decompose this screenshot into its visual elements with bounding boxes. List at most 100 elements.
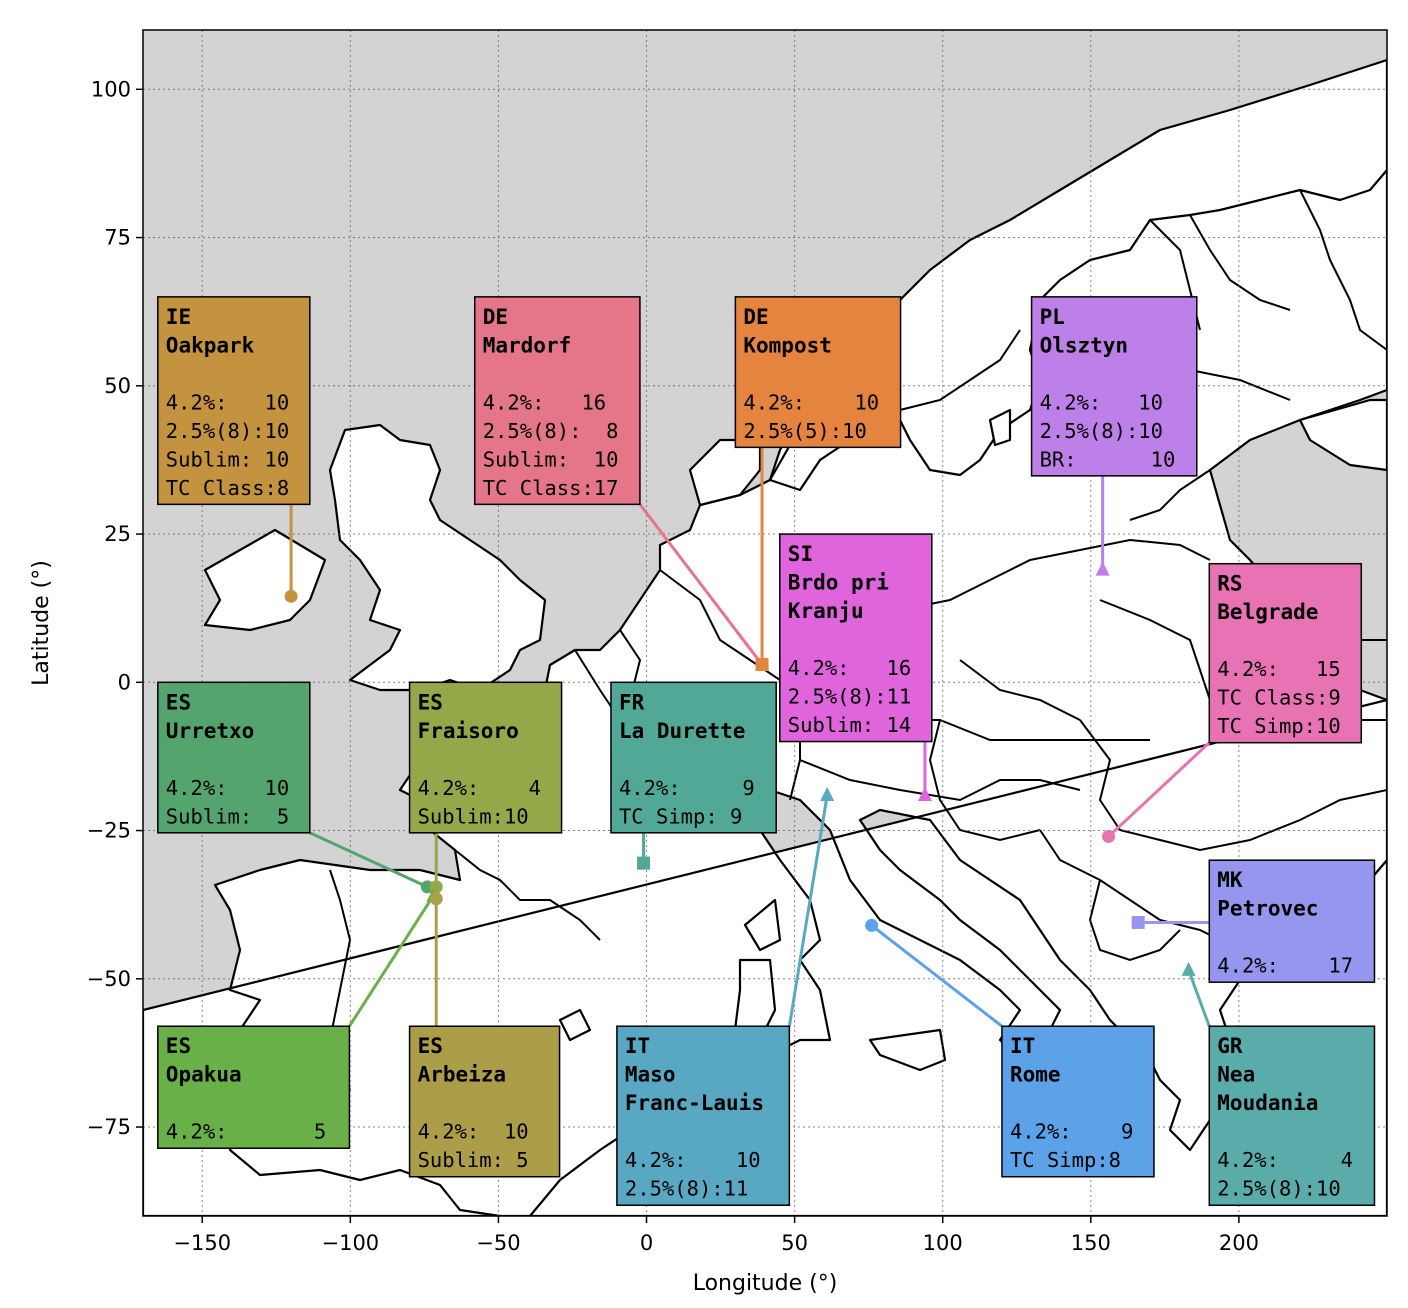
site-country: ES — [418, 690, 443, 714]
site-metric: 4.2%: 10 — [743, 390, 879, 414]
site-metric: Sublim: 5 — [418, 1148, 529, 1172]
x-tick-label: −50 — [476, 1231, 520, 1255]
y-tick-label: −75 — [87, 1115, 131, 1139]
y-axis-title: Latitude (°) — [29, 560, 54, 686]
site-leader-gr-nea-moudania — [1187, 969, 1211, 1027]
site-country: IT — [1010, 1034, 1035, 1058]
site-metric: TC Class:8 — [166, 476, 289, 500]
site-name: Kranju — [788, 599, 864, 623]
site-metric: 4.2%: 4 — [1217, 1148, 1353, 1172]
site-name: Nea — [1217, 1063, 1255, 1087]
site-metric: 4.2%: 10 — [1040, 390, 1163, 414]
site-metric: 2.5%(8):10 — [1040, 419, 1163, 443]
site-metric: TC Class:9 — [1217, 686, 1340, 710]
land-gotland — [988, 408, 1012, 447]
site-marker-rs-belgrade — [1102, 829, 1116, 843]
site-marker-es-arbeiza — [429, 892, 443, 906]
site-metric: 4.2%: 5 — [166, 1120, 326, 1144]
site-metric: TC Simp:8 — [1010, 1148, 1121, 1172]
site-label-si-brdo: SI Brdo pri Kranju 4.2%: 16 2.5%(8):11 Sublim… — [779, 533, 933, 743]
site-label-ie-oakpark: IE Oakpark 4.2%: 10 2.5%(8):10 Sublim: 10 TC … — [157, 296, 311, 506]
site-marker-mk-petrovec — [1131, 915, 1145, 929]
site-label-box — [157, 296, 311, 506]
x-tick-label: 50 — [781, 1231, 808, 1255]
site-country: GR — [1217, 1034, 1243, 1058]
land-ireland — [203, 528, 327, 632]
y-ticks: −75 −50 −25 0 25 50 75 100 — [87, 77, 143, 1139]
site-metric: 2.5%(8):10 — [1217, 1177, 1340, 1201]
x-tick-label: −100 — [321, 1231, 379, 1255]
site-name: Mardorf — [483, 333, 572, 357]
site-marker-ie-oakpark — [284, 589, 298, 603]
site-metric: 4.2%: 9 — [1010, 1120, 1133, 1144]
site-label-es-opakua: ES Opakua 4.2%: 5 — [157, 1025, 351, 1149]
site-label-box — [408, 1025, 561, 1178]
site-metric: TC Simp: 9 — [619, 804, 742, 828]
site-name: Franc-Lauis — [625, 1091, 764, 1115]
site-label-box — [1208, 1025, 1376, 1206]
site-leader-rs-belgrade — [1107, 741, 1211, 838]
site-label-es-urretxo: ES Urretxo 4.2%: 10 Sublim: 5 — [157, 681, 311, 834]
site-country: MK — [1217, 868, 1243, 892]
site-label-box — [157, 1025, 351, 1149]
site-country: FR — [619, 690, 645, 714]
site-name: Kompost — [743, 333, 832, 357]
site-metric: 4.2%: 16 — [788, 656, 911, 680]
site-name: Fraisoro — [418, 719, 519, 743]
land-great-britain — [328, 423, 547, 692]
site-name: Petrovec — [1217, 897, 1318, 921]
site-metric: 4.2%: 10 — [625, 1148, 761, 1172]
site-country: RS — [1217, 572, 1242, 596]
site-label-box — [610, 681, 777, 834]
site-metric: 2.5%(8):11 — [625, 1177, 748, 1201]
site-label-box — [1208, 562, 1363, 744]
site-name: Olsztyn — [1040, 333, 1129, 357]
site-metric: Sublim: 14 — [788, 713, 911, 737]
site-country: PL — [1040, 305, 1065, 329]
site-country: SI — [788, 542, 813, 566]
site-name: Oakpark — [166, 333, 255, 357]
site-label-mk-petrovec: MK Petrovec 4.2%: 17 — [1208, 859, 1376, 983]
land-sicily — [868, 1028, 947, 1072]
label-layer: IE Oakpark 4.2%: 10 2.5%(8):10 Sublim: 10 TC … — [157, 296, 1376, 1206]
x-tick-label: 0 — [640, 1231, 653, 1255]
site-country: ES — [166, 690, 191, 714]
site-marker-pl-olsztyn — [1095, 561, 1110, 576]
x-tick-label: −150 — [173, 1231, 231, 1255]
site-metric: 4.2%: 16 — [483, 390, 606, 414]
site-leader-es-urretxo — [309, 831, 428, 889]
site-name: Urretxo — [166, 719, 255, 743]
site-name: Arbeiza — [418, 1063, 507, 1087]
site-leader-it-maso — [787, 794, 829, 1027]
site-label-box — [734, 296, 902, 449]
site-label-pl-olsztyn: PL Olsztyn 4.2%: 10 2.5%(8):10 BR: 10 — [1030, 296, 1198, 477]
y-tick-label: 75 — [104, 226, 131, 250]
site-metric: 4.2%: 9 — [619, 776, 755, 800]
site-name: La Durette — [619, 719, 745, 743]
site-label-box — [408, 681, 563, 834]
y-tick-label: 50 — [104, 374, 131, 398]
site-label-box — [1208, 859, 1376, 983]
site-metric: 2.5%(8):10 — [166, 419, 289, 443]
site-country: IE — [166, 305, 191, 329]
site-label-rs-belgrade: RS Belgrade 4.2%: 15 TC Class:9 TC Simp:10 — [1208, 562, 1363, 744]
site-label-box — [1001, 1025, 1155, 1178]
site-name: Rome — [1010, 1063, 1061, 1087]
y-tick-label: −25 — [87, 819, 131, 843]
site-metric: 2.5%(5):10 — [743, 419, 866, 443]
y-tick-label: 100 — [91, 77, 131, 101]
site-label-box — [157, 681, 311, 834]
site-label-box — [473, 296, 641, 506]
site-label-it-maso: IT Maso Franc-Lauis 4.2%: 10 2.5%(8):11 — [616, 1025, 791, 1206]
site-name: Brdo pri — [788, 571, 889, 595]
site-label-box — [1030, 296, 1198, 477]
site-label-de-mardorf: DE Mardorf 4.2%: 16 2.5%(8): 8 Sublim: 10 TC … — [473, 296, 641, 506]
site-label-es-arbeiza: ES Arbeiza 4.2%: 10 Sublim: 5 — [408, 1025, 561, 1178]
site-metric: TC Class:17 — [483, 476, 619, 500]
site-country: IT — [625, 1034, 650, 1058]
site-metric: Sublim: 10 — [166, 447, 289, 471]
site-metric: 2.5%(8): 8 — [483, 419, 619, 443]
site-label-gr-nea-moudania: GR Nea Moudania 4.2%: 4 2.5%(8):10 — [1208, 1025, 1376, 1206]
site-marker-it-rome — [865, 918, 879, 932]
